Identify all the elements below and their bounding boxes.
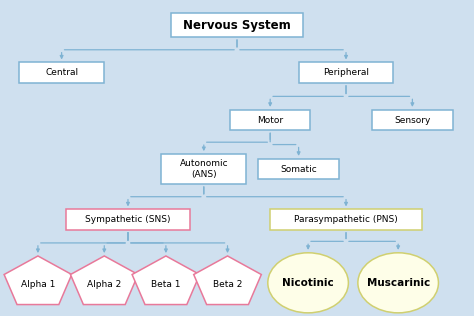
FancyBboxPatch shape	[230, 110, 310, 130]
Text: Alpha 1: Alpha 1	[21, 280, 55, 289]
FancyBboxPatch shape	[270, 210, 422, 230]
Text: Sensory: Sensory	[394, 116, 430, 125]
Text: Sympathetic (SNS): Sympathetic (SNS)	[85, 215, 171, 224]
FancyBboxPatch shape	[372, 110, 453, 130]
FancyBboxPatch shape	[258, 159, 339, 179]
Polygon shape	[132, 256, 200, 305]
Text: Somatic: Somatic	[280, 165, 317, 173]
Polygon shape	[71, 256, 138, 305]
Ellipse shape	[268, 253, 348, 313]
Text: Nicotinic: Nicotinic	[282, 278, 334, 288]
Text: Alpha 2: Alpha 2	[87, 280, 121, 289]
Text: Motor: Motor	[257, 116, 283, 125]
Polygon shape	[4, 256, 72, 305]
Text: Peripheral: Peripheral	[323, 68, 369, 77]
FancyBboxPatch shape	[19, 63, 104, 83]
Polygon shape	[194, 256, 261, 305]
FancyBboxPatch shape	[299, 63, 393, 83]
FancyBboxPatch shape	[171, 13, 303, 37]
Text: Central: Central	[45, 68, 78, 77]
Text: Beta 2: Beta 2	[213, 280, 242, 289]
Text: Muscarinic: Muscarinic	[366, 278, 430, 288]
Ellipse shape	[358, 253, 438, 313]
FancyBboxPatch shape	[66, 210, 190, 230]
Text: Autonomic
(ANS): Autonomic (ANS)	[180, 159, 228, 179]
Text: Nervous System: Nervous System	[183, 19, 291, 32]
FancyBboxPatch shape	[161, 154, 246, 184]
Text: Parasympathetic (PNS): Parasympathetic (PNS)	[294, 215, 398, 224]
Text: Beta 1: Beta 1	[151, 280, 181, 289]
